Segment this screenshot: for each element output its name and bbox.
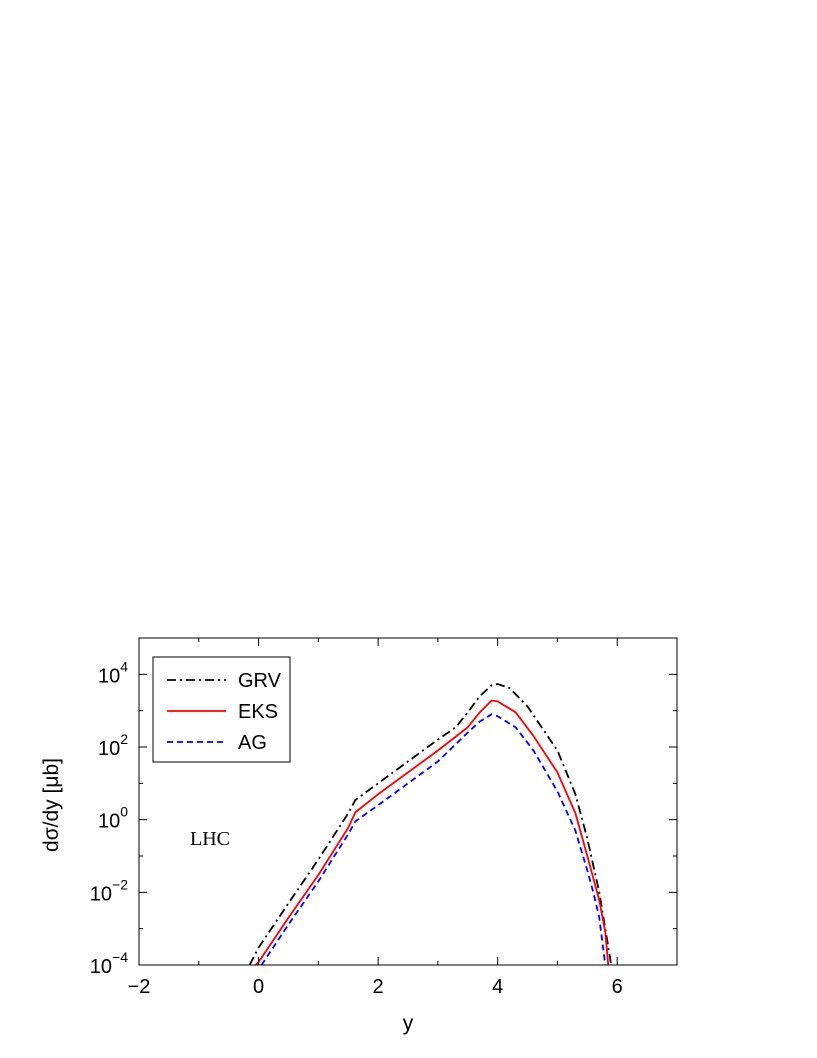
y-tick-label: 100 [98, 804, 128, 833]
y-tick-label: 10−4 [90, 949, 128, 978]
y-tick-label: 10−2 [90, 876, 128, 905]
legend-box [152, 656, 291, 763]
y-axis-title: dσ/dy [μb] [40, 758, 63, 852]
legend-label-grv: GRV [238, 670, 282, 692]
series-layer [248, 683, 613, 965]
x-tick-label: 4 [492, 976, 503, 998]
y-tick-labels: 10−4 10−2 100 102 104 [90, 658, 128, 978]
legend-label-eks: EKS [238, 701, 278, 723]
series-line-grv [248, 683, 613, 965]
x-tick-label: −2 [128, 976, 151, 998]
x-axis-title: y [403, 1012, 414, 1035]
plot-frame [138, 637, 678, 966]
y-tick-label: 104 [98, 658, 128, 687]
series-line-eks [254, 699, 610, 965]
x-tick-label: 6 [612, 976, 623, 998]
x-tick-label: 2 [373, 976, 384, 998]
x-tick-label: 0 [253, 976, 264, 998]
ticks-layer [138, 637, 678, 966]
legend: GRV EKS AG [152, 656, 291, 763]
annotation-lhc: LHC [190, 828, 230, 850]
y-tick-label: 102 [98, 731, 128, 760]
x-tick-labels: −2 0 2 4 6 [128, 976, 623, 998]
legend-label-ag: AG [238, 732, 267, 754]
